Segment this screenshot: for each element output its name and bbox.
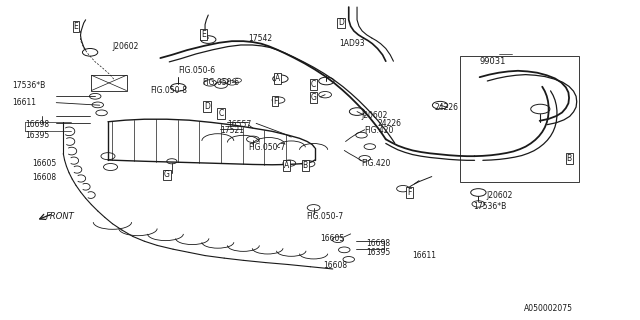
- Text: 99031: 99031: [479, 57, 506, 66]
- Bar: [461, 56, 579, 182]
- Text: 16608: 16608: [33, 173, 57, 182]
- Text: FRONT: FRONT: [45, 212, 74, 221]
- Text: 16698: 16698: [25, 120, 49, 130]
- Text: C: C: [218, 109, 223, 118]
- Text: 24226: 24226: [435, 103, 459, 112]
- Text: 24226: 24226: [378, 119, 401, 128]
- Text: 16395: 16395: [366, 248, 390, 257]
- Text: G: G: [164, 171, 170, 180]
- Text: 16605: 16605: [320, 234, 344, 243]
- Text: J20602: J20602: [486, 191, 513, 200]
- Text: 16605: 16605: [33, 159, 57, 168]
- Text: FIG.050-6: FIG.050-6: [178, 66, 215, 75]
- Text: 17536*B: 17536*B: [473, 202, 506, 211]
- Text: B: B: [303, 161, 308, 170]
- Text: E: E: [74, 22, 79, 31]
- Text: 16608: 16608: [323, 261, 348, 270]
- Text: 16611: 16611: [413, 251, 436, 260]
- Text: C: C: [311, 80, 316, 89]
- Text: F: F: [273, 97, 278, 106]
- Text: 16611: 16611: [12, 98, 36, 107]
- Text: FIG.420: FIG.420: [365, 126, 394, 135]
- Text: FIG.050-8: FIG.050-8: [150, 86, 187, 95]
- Bar: [92, 75, 127, 91]
- Text: J20602: J20602: [113, 42, 139, 52]
- Text: B: B: [566, 154, 572, 163]
- Text: FIG.420: FIG.420: [362, 159, 391, 168]
- Text: 16395: 16395: [25, 131, 49, 140]
- Text: FIG.050-7: FIG.050-7: [306, 212, 343, 221]
- Text: 17542: 17542: [248, 34, 273, 43]
- Text: 16698: 16698: [366, 239, 390, 248]
- Text: FIG.050-6: FIG.050-6: [202, 78, 239, 87]
- Text: 17521: 17521: [220, 126, 244, 135]
- Text: 17536*B: 17536*B: [12, 81, 45, 90]
- Text: A: A: [284, 161, 289, 170]
- Text: J20602: J20602: [362, 111, 388, 120]
- Text: F: F: [407, 188, 412, 197]
- Text: A: A: [275, 74, 280, 83]
- Text: A050002075: A050002075: [524, 304, 573, 313]
- Text: FIG.050-7: FIG.050-7: [248, 143, 285, 152]
- Text: 1AD93: 1AD93: [339, 39, 365, 48]
- Text: D: D: [204, 102, 210, 111]
- Text: 16557: 16557: [227, 120, 252, 129]
- Text: G: G: [310, 93, 317, 102]
- Text: D: D: [338, 19, 344, 28]
- Text: E: E: [202, 30, 206, 39]
